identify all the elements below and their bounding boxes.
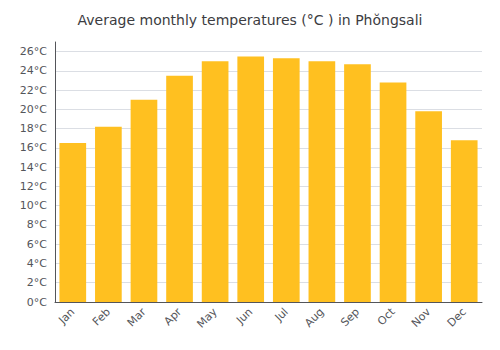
svg-text:4°C: 4°C <box>27 257 47 270</box>
svg-text:Dec: Dec <box>445 305 469 329</box>
svg-text:Jul: Jul <box>272 305 291 324</box>
svg-text:Jan: Jan <box>56 305 78 327</box>
svg-text:0°C: 0°C <box>27 296 47 309</box>
svg-text:Average monthly temperatures (: Average monthly temperatures (°C ) in Ph… <box>78 12 423 28</box>
svg-text:14°C: 14°C <box>20 161 47 174</box>
svg-text:Sep: Sep <box>338 305 362 329</box>
svg-text:8°C: 8°C <box>27 218 47 231</box>
svg-text:20°C: 20°C <box>20 103 47 116</box>
svg-text:May: May <box>194 305 220 331</box>
svg-text:Aug: Aug <box>302 305 326 329</box>
svg-text:12°C: 12°C <box>20 180 47 193</box>
svg-text:Mar: Mar <box>125 305 149 329</box>
svg-text:Feb: Feb <box>90 305 113 328</box>
svg-text:16°C: 16°C <box>20 141 47 154</box>
svg-text:18°C: 18°C <box>20 122 47 135</box>
svg-text:Jun: Jun <box>233 305 255 327</box>
svg-text:24°C: 24°C <box>20 64 47 77</box>
svg-text:10°C: 10°C <box>20 199 47 212</box>
svg-text:6°C: 6°C <box>27 238 47 251</box>
svg-text:26°C: 26°C <box>20 45 47 58</box>
svg-text:22°C: 22°C <box>20 84 47 97</box>
svg-text:2°C: 2°C <box>27 276 47 289</box>
svg-text:Apr: Apr <box>161 305 184 328</box>
svg-text:Oct: Oct <box>375 305 398 328</box>
svg-text:Nov: Nov <box>409 305 434 330</box>
